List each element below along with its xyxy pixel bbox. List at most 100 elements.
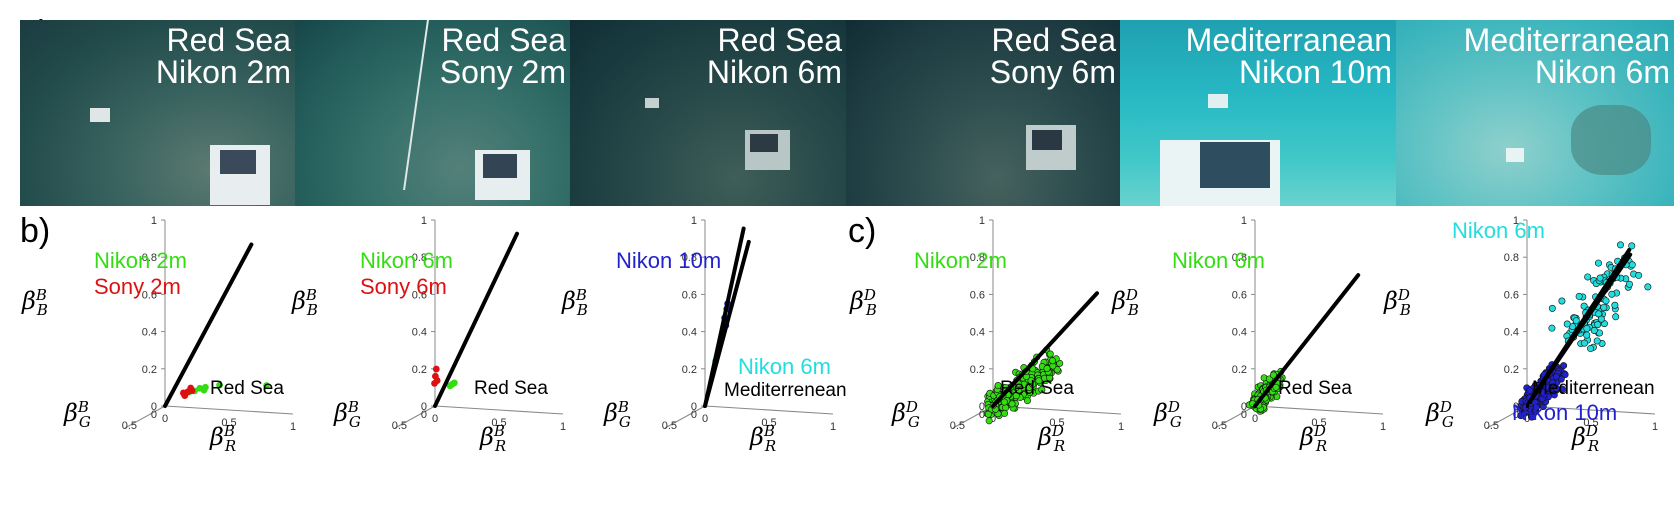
color-checker xyxy=(1032,130,1062,150)
data-point xyxy=(985,417,993,425)
color-checker xyxy=(220,150,256,174)
photo-caption: Red Sea Nikon 2m xyxy=(155,22,291,90)
data-point xyxy=(1572,317,1580,325)
data-point xyxy=(181,392,189,400)
data-point xyxy=(1594,321,1602,329)
data-point xyxy=(1000,398,1008,406)
data-point xyxy=(1539,388,1547,396)
panel-label-c: c) xyxy=(848,212,877,250)
x-axis-line xyxy=(1254,405,1384,415)
photo-caption: Red Sea Sony 2m xyxy=(439,22,566,90)
data-point xyxy=(1635,271,1643,279)
y-tick-label: 0.5 xyxy=(1484,420,1499,432)
legend-label: Nikon 6m xyxy=(1172,248,1265,273)
data-point xyxy=(187,384,195,392)
z-tick-label: 0.2 xyxy=(1504,364,1519,376)
z-tick-label: 0.6 xyxy=(142,289,157,301)
data-point xyxy=(1046,350,1054,358)
distant-color-chart xyxy=(1208,94,1228,108)
x-tick-label: 0.5 xyxy=(491,417,506,429)
chart-plot: 0 0.2 0.4 0.6 0.8 1 0 0.5 1 0 0.5 xyxy=(1212,215,1386,433)
data-point xyxy=(1269,371,1277,379)
y-axis-line xyxy=(124,405,166,429)
y-tick-label: 0 xyxy=(421,409,427,421)
chart-plot: 0 0.2 0.4 0.6 0.8 1 0 0.5 1 0 0.5 xyxy=(950,215,1124,433)
data-point xyxy=(1596,274,1604,282)
z-tick-label: 0.6 xyxy=(412,289,427,301)
data-point xyxy=(1616,241,1624,249)
panel-label-b: b) xyxy=(20,212,51,250)
data-point xyxy=(1628,242,1636,250)
z-tick-label: 0 xyxy=(1513,401,1519,413)
x-tick-label: 0 xyxy=(1252,413,1258,425)
x-tick-label: 0 xyxy=(162,413,168,425)
x-axis-label: βBR xyxy=(210,422,237,455)
data-point xyxy=(1043,364,1051,372)
data-point xyxy=(216,381,223,389)
distant-color-chart xyxy=(645,98,659,108)
data-point xyxy=(1543,383,1551,391)
y-tick-label: 0 xyxy=(691,409,697,421)
x-axis-line xyxy=(434,405,564,415)
fit-line xyxy=(1253,273,1361,408)
z-tick-label: 0.4 xyxy=(1232,327,1247,339)
scatter-chart-c-red-sea-6m: 0 0.2 0.4 0.6 0.8 1 0 0.5 1 0 0.5 Nikon 6m Red Sea… xyxy=(1110,210,1390,500)
z-tick-label: 0.2 xyxy=(1232,364,1247,376)
z-axis-label: βDB xyxy=(1112,286,1139,319)
chart-plot: 0 0.2 0.4 0.6 0.8 1 0 0.5 1 0 0.5 xyxy=(392,215,566,433)
data-point xyxy=(1560,362,1568,370)
data-point xyxy=(1600,303,1608,311)
data-point xyxy=(1549,379,1557,387)
x-tick-label: 0.5 xyxy=(1049,417,1064,429)
z-axis-label: βDB xyxy=(1384,286,1411,319)
data-point xyxy=(1002,404,1010,412)
z-tick-label: 1 xyxy=(1513,215,1519,227)
data-point xyxy=(1558,297,1566,305)
underwater-photo-red-sea-sony-6m: Red Sea Sony 6m xyxy=(846,20,1120,206)
data-point xyxy=(1008,400,1016,408)
x-axis-label: βBR xyxy=(480,422,507,455)
y-axis-label: βDG xyxy=(892,398,920,431)
data-point xyxy=(1272,383,1280,391)
z-axis-label: βBB xyxy=(562,286,588,319)
z-tick-label: 0.8 xyxy=(1232,252,1247,264)
z-axis-label: βBB xyxy=(22,286,48,319)
x-tick-label: 1 xyxy=(1118,421,1124,433)
region-label: Red Sea xyxy=(210,378,284,399)
y-tick-label: 0.5 xyxy=(1212,420,1227,432)
data-point xyxy=(1526,387,1534,395)
x-axis-label: βDR xyxy=(1038,422,1066,455)
z-tick-label: 0.4 xyxy=(970,327,985,339)
underwater-photo-mediterranean-nikon-6m: Mediterranean Nikon 6m xyxy=(1396,20,1674,206)
color-checker xyxy=(483,154,517,178)
z-tick-label: 0 xyxy=(691,401,697,413)
measuring-tape xyxy=(403,20,429,190)
z-tick-label: 1 xyxy=(421,215,427,227)
underwater-photo-red-sea-sony-2m: Red Sea Sony 2m xyxy=(295,20,570,206)
z-axis-label: βDB xyxy=(850,286,877,319)
data-point xyxy=(1590,326,1598,334)
z-tick-label: 0 xyxy=(151,401,157,413)
z-tick-label: 0.8 xyxy=(142,252,157,264)
fit-line xyxy=(163,242,254,408)
color-checker xyxy=(1200,142,1270,188)
data-point xyxy=(1038,386,1046,394)
x-tick-label: 1 xyxy=(1380,421,1386,433)
y-tick-label: 0.5 xyxy=(662,420,677,432)
data-point xyxy=(1593,337,1601,345)
y-tick-label: 0 xyxy=(151,409,157,421)
data-point xyxy=(200,386,208,394)
underwater-photo-mediterranean-nikon-10m: Mediterranean Nikon 10m xyxy=(1120,20,1396,206)
x-axis-label: βDR xyxy=(1300,422,1328,455)
chart-plot: 0 0.2 0.4 0.6 0.8 1 0 0.5 1 0 0.5 xyxy=(1484,215,1658,433)
y-tick-label: 0 xyxy=(979,409,985,421)
legend-label: Nikon 6m xyxy=(360,248,453,273)
data-point xyxy=(1597,315,1605,323)
x-axis-line xyxy=(1526,405,1656,415)
rock-outcrop xyxy=(1571,105,1651,175)
data-point xyxy=(1035,377,1043,385)
photo-caption: Mediterranean Nikon 10m xyxy=(1185,22,1392,90)
photo-caption: Red Sea Nikon 6m xyxy=(706,22,842,90)
region-label: Red Sea xyxy=(1000,378,1074,399)
legend-label: Nikon 6m xyxy=(1452,218,1545,243)
